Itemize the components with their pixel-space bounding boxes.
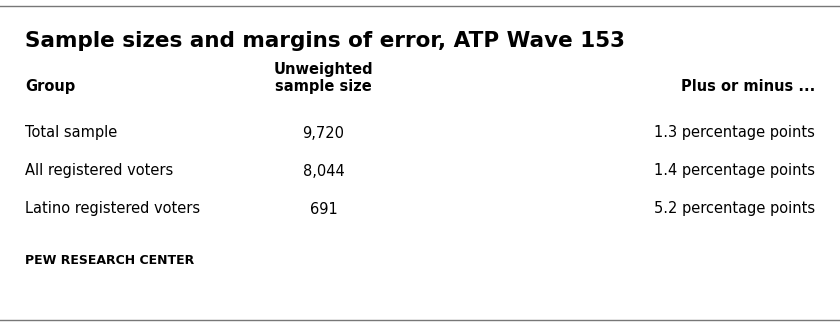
Text: Unweighted
sample size: Unweighted sample size — [274, 62, 373, 94]
Text: All registered voters: All registered voters — [25, 164, 173, 179]
Text: Latino registered voters: Latino registered voters — [25, 201, 200, 216]
Text: 8,044: 8,044 — [302, 164, 344, 179]
Text: Plus or minus ...: Plus or minus ... — [680, 79, 815, 94]
Text: 1.3 percentage points: 1.3 percentage points — [654, 126, 815, 141]
Text: 1.4 percentage points: 1.4 percentage points — [654, 164, 815, 179]
Text: 691: 691 — [309, 201, 338, 216]
Text: 9,720: 9,720 — [302, 126, 344, 141]
Text: Sample sizes and margins of error, ATP Wave 153: Sample sizes and margins of error, ATP W… — [25, 31, 625, 51]
Text: 5.2 percentage points: 5.2 percentage points — [654, 201, 815, 216]
Text: Total sample: Total sample — [25, 126, 118, 141]
Text: Group: Group — [25, 79, 76, 94]
Text: PEW RESEARCH CENTER: PEW RESEARCH CENTER — [25, 255, 194, 268]
